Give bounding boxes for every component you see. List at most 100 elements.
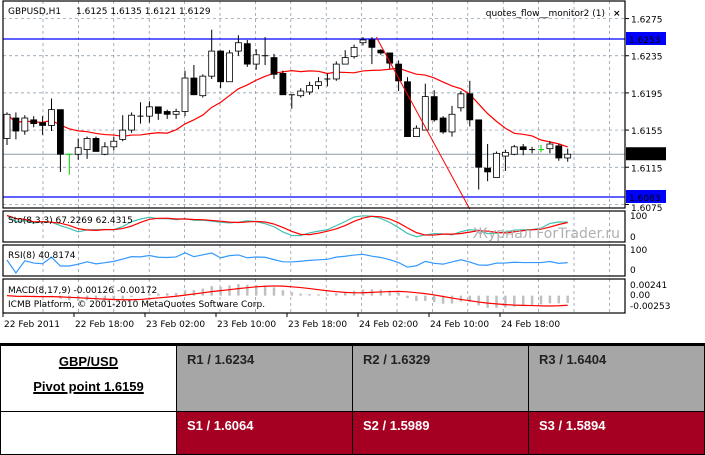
candle-bullish	[457, 93, 465, 109]
current-price-bg	[626, 147, 666, 161]
trading-chart[interactable]: GBPUSD,H1 1.6125 1.6135 1.6121 1.6129 qu…	[0, 0, 705, 335]
candle-bullish	[128, 114, 136, 131]
rsi-line	[6, 252, 568, 275]
candle-bullish	[315, 81, 322, 86]
candle-bearish	[466, 93, 474, 121]
candle-bullish	[359, 39, 367, 44]
candle-bullish	[172, 111, 180, 115]
time-label: 24 Feb 10:00	[430, 320, 489, 330]
price-panel[interactable]	[2, 0, 626, 210]
macd-axis-label: 0.00241	[630, 281, 667, 291]
close-x-icon[interactable]: ×	[613, 9, 621, 19]
current-price-label: 1.6129	[629, 151, 661, 161]
candle-bullish	[493, 152, 500, 178]
panel-border	[2, 278, 626, 314]
candle-bullish	[199, 75, 207, 97]
candle-bullish	[564, 153, 572, 159]
watermark: Журнал ForTrader.ru	[473, 226, 620, 242]
candle-bullish	[350, 46, 358, 58]
level-label: 1.6083	[629, 194, 661, 204]
time-label: 23 Feb 10:00	[217, 320, 276, 330]
candle-bullish	[21, 117, 29, 132]
candle-bearish	[519, 146, 527, 150]
level-label-bg	[626, 189, 666, 203]
candle-bullish	[110, 140, 118, 148]
candle-bearish	[39, 122, 46, 126]
candle-bullish	[332, 63, 340, 80]
pivot-symbol-cell: GBP/USD Pivot point 1.6159	[0, 344, 177, 412]
chart-symbol: GBPUSD,H1	[8, 7, 61, 17]
stochastic-label: Sto(8,3,3) 67.2269 62.4315	[8, 216, 133, 226]
price-label: 1.6275	[631, 16, 663, 26]
candle-bullish	[546, 143, 554, 150]
candle-bearish	[386, 52, 394, 64]
candle-bullish	[448, 113, 456, 133]
candle-bearish	[430, 96, 438, 121]
candle-bearish	[270, 57, 278, 75]
symbol-label: GBP/USD	[58, 354, 119, 369]
panel-border	[2, 210, 626, 243]
panel-border	[2, 244, 626, 277]
candle-bearish	[154, 106, 162, 114]
candle-bearish	[377, 49, 385, 54]
price-label: 1.6115	[631, 164, 663, 174]
s2-cell: S2 / 1.5989	[352, 411, 529, 455]
candle-bullish	[252, 54, 260, 65]
price-label: 1.6235	[631, 53, 663, 63]
candle-bullish	[510, 146, 518, 155]
r1-cell: R1 / 1.6234	[176, 344, 353, 412]
candle-bearish	[555, 145, 563, 159]
moving-average-line	[6, 67, 568, 148]
level-label: 1.6253	[629, 36, 661, 46]
candle-bearish	[92, 138, 100, 152]
candle-bullish	[412, 127, 420, 137]
price-label: 1.6155	[631, 127, 663, 137]
candle-bearish	[475, 119, 483, 168]
time-label: 23 Feb 02:00	[146, 320, 205, 330]
copyright: ICMB Platform, © 2001-2010 MetaQuotes So…	[8, 300, 265, 310]
candle-bullish	[3, 113, 11, 139]
candle-bullish	[226, 52, 233, 83]
candle-bullish	[208, 50, 216, 77]
macd-axis-label: -0.00253	[630, 302, 670, 312]
time-label: 22 Feb 18:00	[75, 320, 134, 330]
indicator-axis-label: 0	[630, 233, 636, 243]
rsi-panel[interactable]	[2, 244, 626, 277]
macd-axis-label: 0.00	[630, 291, 650, 301]
candle-bullish	[234, 42, 242, 52]
candle-bullish	[341, 57, 349, 65]
trend-line	[375, 36, 471, 210]
candle-bearish	[190, 77, 198, 96]
candle-bullish	[101, 146, 109, 155]
chart-ohlc: 1.6125 1.6135 1.6121 1.6129	[76, 7, 211, 17]
candle-bullish	[74, 147, 82, 155]
pivot-point-label: Pivot point 1.6159	[33, 379, 144, 394]
s3-cell: S3 / 1.5894	[528, 411, 705, 455]
candle-bullish	[181, 77, 189, 112]
s1-cell: S1 / 1.6064	[176, 411, 353, 455]
candle-bearish	[368, 39, 376, 48]
candle-bearish	[12, 117, 20, 132]
candle-bearish	[163, 111, 171, 115]
r2-cell: R2 / 1.6329	[352, 344, 529, 412]
candle-bullish	[119, 129, 127, 140]
candle-bullish	[83, 138, 91, 150]
indicator-axis-label: 100	[630, 212, 647, 222]
candle-bullish	[501, 151, 509, 157]
level-label-bg	[626, 32, 666, 45]
candle-bullish	[306, 85, 314, 93]
candle-bearish	[279, 72, 287, 96]
candle-bullish	[145, 106, 153, 117]
empty-cell	[0, 411, 177, 455]
candle-bearish	[484, 167, 492, 173]
time-label: 24 Feb 18:00	[501, 320, 560, 330]
price-label: 1.6075	[631, 204, 663, 214]
chart-grid	[3, 1, 625, 313]
candle-bearish	[217, 50, 225, 83]
price-label: 1.6195	[631, 90, 663, 100]
time-label: 24 Feb 02:00	[359, 320, 418, 330]
r3-cell: R3 / 1.6404	[528, 344, 705, 412]
macd-panel[interactable]	[2, 278, 626, 314]
stochastic-panel[interactable]	[2, 210, 626, 243]
